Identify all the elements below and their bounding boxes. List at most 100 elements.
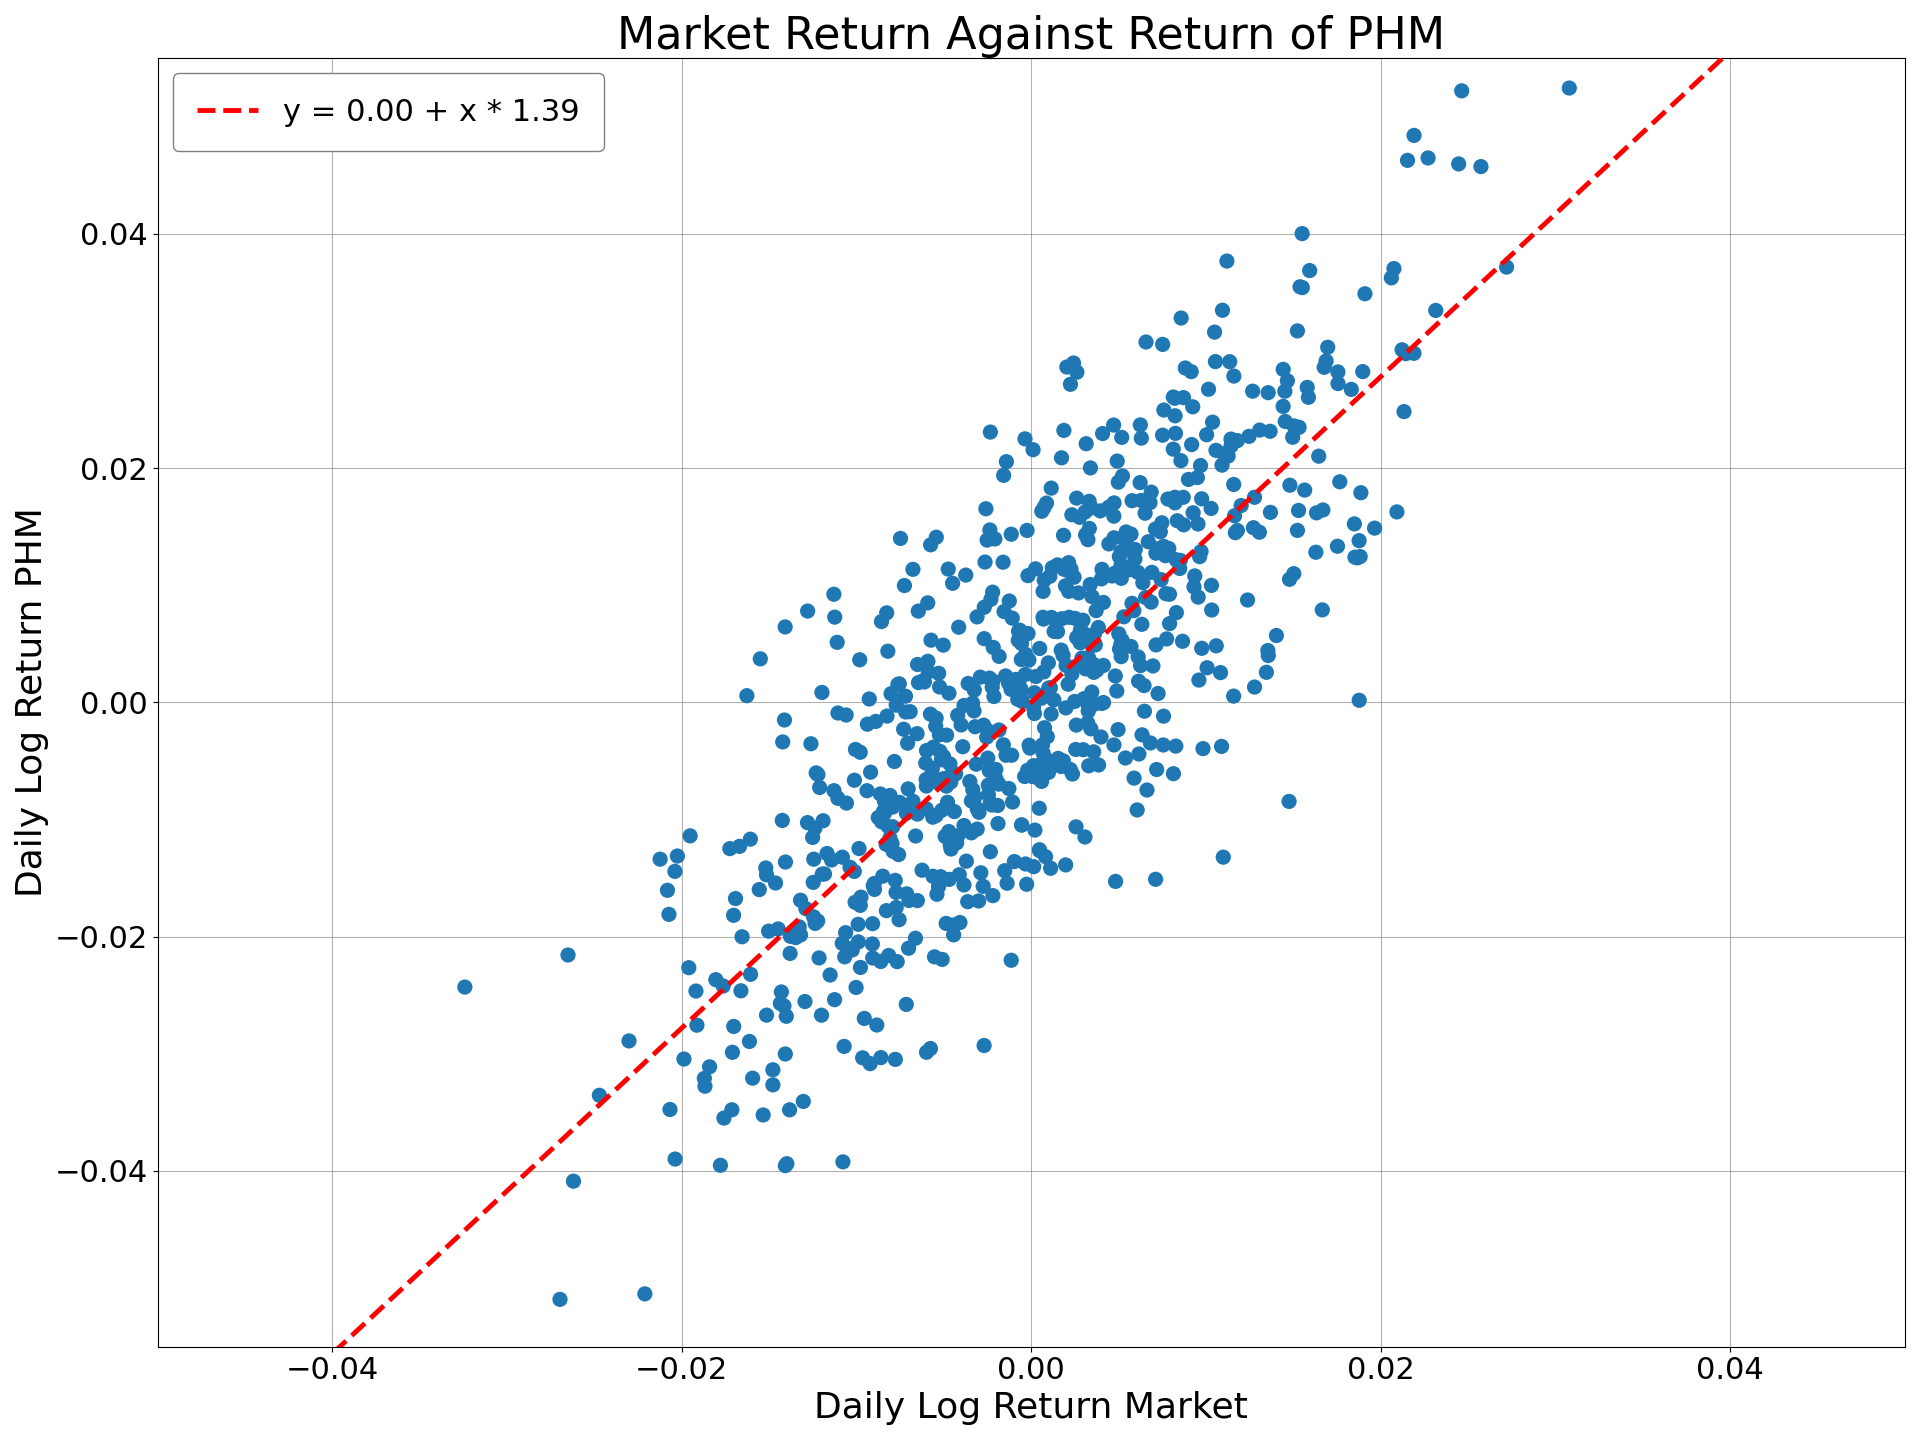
Point <box>972 528 1002 552</box>
Point <box>1073 517 1104 540</box>
Point <box>910 768 941 791</box>
Point <box>1073 755 1104 778</box>
Point <box>908 671 939 694</box>
Point <box>862 806 893 829</box>
Point <box>1106 426 1137 449</box>
Point <box>1119 547 1150 570</box>
Point <box>929 825 960 848</box>
Point <box>1020 818 1050 841</box>
Point <box>1236 380 1267 403</box>
Point <box>614 1030 645 1053</box>
Point <box>975 588 1006 611</box>
Point <box>1035 703 1066 726</box>
Point <box>1377 266 1407 289</box>
Point <box>1027 580 1058 603</box>
Point <box>1069 523 1100 546</box>
Point <box>1062 487 1092 510</box>
Point <box>1148 399 1179 422</box>
Point <box>1185 546 1215 569</box>
Point <box>902 599 933 622</box>
Point <box>868 801 899 824</box>
Point <box>948 814 979 837</box>
Point <box>1020 557 1050 580</box>
Point <box>653 878 684 901</box>
Point <box>1043 553 1073 576</box>
Point <box>1023 838 1054 861</box>
Point <box>972 719 1002 742</box>
Point <box>1206 454 1236 477</box>
Point <box>1390 343 1421 366</box>
Point <box>1200 321 1231 344</box>
Point <box>876 783 906 806</box>
Point <box>881 694 912 717</box>
Point <box>1233 589 1263 612</box>
Point <box>1029 495 1060 518</box>
Point <box>925 740 956 763</box>
Point <box>1010 642 1041 665</box>
Point <box>822 786 852 809</box>
Point <box>883 842 914 865</box>
Point <box>1311 350 1342 373</box>
Point <box>1056 557 1087 580</box>
Point <box>1027 733 1058 756</box>
Point <box>1392 148 1423 171</box>
Point <box>931 768 962 791</box>
Point <box>981 757 1012 780</box>
Point <box>924 772 954 795</box>
Point <box>1054 552 1085 575</box>
Point <box>1284 275 1315 298</box>
Point <box>1125 426 1156 449</box>
Point <box>1037 606 1068 629</box>
Point <box>1075 495 1106 518</box>
Point <box>1304 445 1334 468</box>
Point <box>1294 259 1325 282</box>
Point <box>989 600 1020 624</box>
Point <box>1002 619 1033 642</box>
Point <box>922 883 952 906</box>
Point <box>893 778 924 801</box>
Point <box>1002 688 1033 711</box>
Point <box>1029 716 1060 739</box>
Point <box>828 1151 858 1174</box>
Point <box>822 631 852 654</box>
Point <box>866 950 897 973</box>
Point <box>912 592 943 615</box>
Point <box>1058 655 1089 678</box>
Point <box>941 762 972 785</box>
Point <box>1079 661 1110 684</box>
Point <box>918 865 948 888</box>
Point <box>1114 556 1144 579</box>
Point <box>1033 681 1064 704</box>
Point <box>1029 569 1060 592</box>
Point <box>770 615 801 638</box>
Point <box>881 881 912 904</box>
Point <box>893 936 924 959</box>
Point <box>983 645 1014 668</box>
Point <box>674 956 705 979</box>
Point <box>922 526 952 549</box>
Point <box>962 798 993 821</box>
Point <box>1004 619 1035 642</box>
Point <box>1077 585 1108 608</box>
Point <box>820 606 851 629</box>
Point <box>962 605 993 628</box>
Point <box>948 874 979 897</box>
Point <box>835 855 866 878</box>
Point <box>1075 717 1106 740</box>
Point <box>1210 442 1240 465</box>
Point <box>927 799 958 822</box>
Point <box>806 681 837 704</box>
Point <box>998 850 1029 873</box>
Point <box>1188 737 1219 760</box>
Point <box>1125 471 1156 494</box>
Point <box>714 837 745 860</box>
Point <box>1116 635 1146 658</box>
Point <box>933 769 964 792</box>
Y-axis label: Daily Log Return PHM: Daily Log Return PHM <box>15 507 50 897</box>
Point <box>927 634 958 657</box>
Point <box>829 1035 860 1058</box>
Point <box>981 768 1012 791</box>
Point <box>1206 661 1236 684</box>
Point <box>1338 513 1369 536</box>
Point <box>1238 485 1269 508</box>
